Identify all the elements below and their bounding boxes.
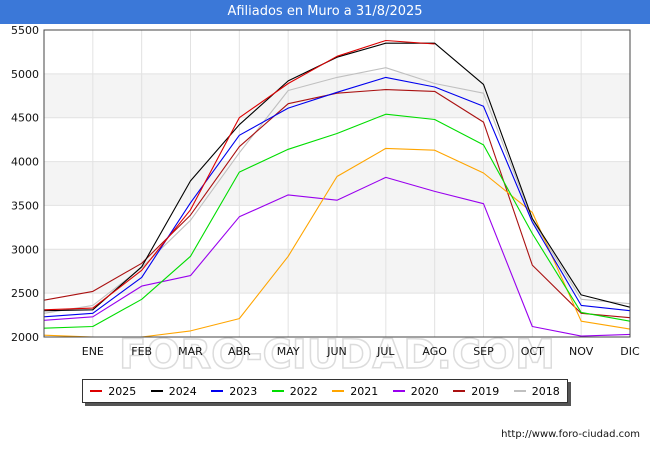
- y-tick-label: 4000: [11, 156, 39, 169]
- legend-item-2020: 2020: [392, 384, 439, 398]
- legend-label: 2020: [410, 384, 439, 398]
- legend-swatch: [453, 390, 466, 392]
- legend-swatch: [513, 390, 526, 392]
- x-tick-label: FEB: [131, 345, 152, 358]
- y-tick-label: 2500: [11, 287, 39, 300]
- chart-title: Afiliados en Muro a 31/8/2025: [0, 0, 650, 24]
- legend-label: 2022: [289, 384, 318, 398]
- legend-item-2021: 2021: [332, 385, 378, 398]
- legend-item-2019: 2019: [453, 385, 499, 398]
- y-tick-label: 5500: [11, 24, 39, 37]
- series-line-2025: [43, 39, 435, 311]
- y-tick-label: 4500: [11, 112, 39, 125]
- legend-label: 2019: [471, 384, 500, 398]
- legend-item-2022: 2022: [271, 384, 318, 398]
- y-tick-label: 2000: [11, 331, 39, 344]
- x-tick-label: NOV: [569, 345, 594, 358]
- series-line-2019: [43, 89, 631, 319]
- legend-item-2024: 2024: [150, 384, 197, 398]
- legend-label: 2018: [531, 384, 560, 398]
- x-tick-label: MAY: [277, 345, 300, 358]
- series-line-2024: [43, 42, 631, 312]
- legend-label: 2025: [108, 384, 137, 398]
- x-tick-label: MAR: [178, 345, 203, 358]
- legend-swatch: [332, 390, 345, 392]
- legend-label: 2024: [168, 384, 197, 398]
- series-line-2023: [43, 76, 631, 318]
- legend-swatch: [392, 390, 405, 392]
- series-line-2018: [43, 67, 631, 314]
- series-line-2022: [43, 113, 631, 329]
- x-tick-label: AGO: [422, 345, 447, 358]
- legend-swatch: [150, 390, 163, 392]
- legend-label: 2021: [350, 384, 379, 398]
- y-tick-label: 3500: [11, 199, 39, 212]
- series-line-2020: [43, 176, 631, 337]
- x-tick-label: ABR: [228, 345, 251, 358]
- x-tick-label: JUN: [326, 345, 347, 358]
- legend-item-2025: 2025: [90, 385, 136, 398]
- legend-swatch: [211, 390, 224, 392]
- source-credit: http://www.foro-ciudad.com: [501, 429, 640, 440]
- legend: 2025 2024 2023 2022 2021 2020 2019 2018: [82, 379, 568, 403]
- legend-swatch: [271, 390, 284, 392]
- x-tick-label: DIC: [620, 345, 640, 358]
- plot-frame: [43, 29, 631, 338]
- x-tick-label: OCT: [521, 345, 544, 358]
- x-tick-label: ENE: [82, 345, 104, 358]
- y-tick-label: 3000: [11, 243, 39, 256]
- y-tick-label: 5000: [11, 68, 39, 81]
- legend-item-2023: 2023: [211, 385, 257, 398]
- legend-label: 2023: [229, 384, 258, 398]
- x-tick-label: SEP: [473, 345, 494, 358]
- x-tick-label: JUL: [376, 345, 395, 358]
- legend-item-2018: 2018: [513, 384, 560, 398]
- legend-swatch: [90, 390, 103, 392]
- watermark-text: FORO-CIUDAD.COM: [119, 332, 555, 378]
